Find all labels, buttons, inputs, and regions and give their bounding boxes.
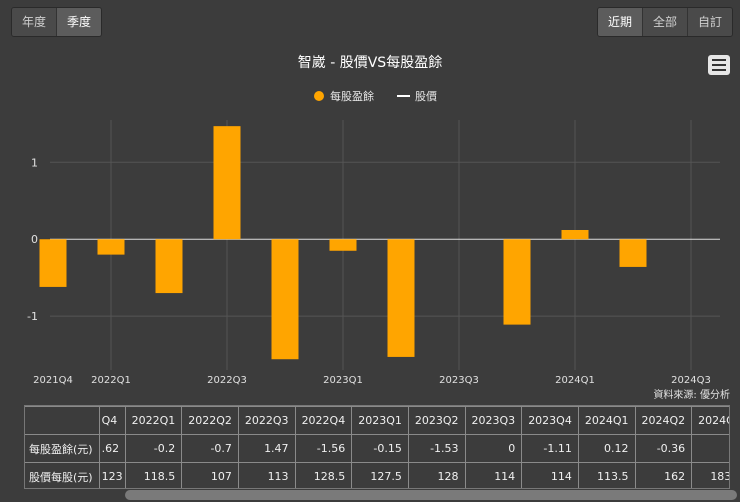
table-header-cell: 2022Q4	[294, 406, 353, 435]
x-axis: 2021Q4 2022Q1 2022Q3 2023Q1 2023Q3 2024Q1 2024…	[33, 375, 711, 386]
y-tick-label: 1	[31, 156, 38, 169]
table-header-cell: 2023Q3	[464, 406, 523, 435]
table-cell: 113	[237, 462, 296, 488]
x-tick-label: 2021Q4	[33, 375, 73, 386]
table-cell: 183.5	[691, 462, 729, 488]
table-row: 股價每股(元) 123 118.5 107 113 128.5 127.5 128 114 114…	[25, 462, 729, 488]
table-horizontal-scrollbar[interactable]	[125, 490, 737, 500]
data-source-label: 資料來源: 優分析	[653, 390, 730, 401]
eps-bar-2022Q4[interactable]	[271, 239, 299, 360]
legend-eps-marker	[314, 91, 324, 101]
range-all-button[interactable]: 全部	[642, 8, 688, 36]
grid	[50, 120, 720, 370]
eps-bar-2023Q4[interactable]	[503, 239, 531, 325]
x-tick-label: 2022Q3	[207, 375, 247, 386]
table-cell: 114	[464, 462, 523, 488]
data-table-container: Q4 2022Q1 2022Q2 2022Q3 2022Q4 2023Q1 2023Q2 20…	[24, 405, 730, 489]
table-cell: 128.5	[294, 462, 353, 488]
table-header-cell: Q4	[98, 406, 126, 435]
table-cell: -1.53	[407, 434, 466, 463]
x-tick-label: 2024Q1	[555, 375, 595, 386]
bars	[39, 126, 647, 360]
eps-bar-2023Q1[interactable]	[329, 239, 357, 251]
chart-title: 智崴 - 股價VS每股盈餘	[298, 54, 442, 71]
table-cell: 128	[407, 462, 466, 488]
table-header-cell: 2022Q1	[124, 406, 183, 435]
table-row: 每股盈餘(元) .62 -0.2 -0.7 1.47 -1.56 -0.15 -1.53 0 -1…	[25, 434, 729, 463]
eps-price-chart: 智崴 - 股價VS每股盈餘 每股盈餘 股價 10-1 2021Q4 2022Q1 2…	[27, 54, 720, 386]
table-header-cell: 2024Q1	[577, 406, 636, 435]
y-axis: 1 0 -1	[27, 156, 38, 323]
x-tick-label: 2024Q3	[671, 375, 711, 386]
x-tick-label: 2023Q1	[323, 375, 363, 386]
table-header-cell: 2024Q2	[634, 406, 693, 435]
menu-line	[712, 64, 726, 66]
legend: 每股盈餘 股價	[314, 89, 437, 103]
x-tick-label: 2022Q1	[91, 375, 131, 386]
range-toggle: 近期 全部 自訂	[596, 7, 733, 37]
table-corner-cell	[25, 406, 100, 435]
eps-bar-2024Q2[interactable]	[619, 239, 647, 267]
table-header-cell: 2023Q2	[407, 406, 466, 435]
table-cell: -0.7	[181, 434, 239, 463]
table-cell: .62	[98, 434, 126, 463]
table-cell: 107	[181, 462, 239, 488]
table-header-cell: 2024Q3	[691, 406, 729, 435]
table-row-header: 每股盈餘(元)	[25, 434, 100, 463]
table-header-cell: 2022Q3	[237, 406, 296, 435]
period-toggle: 年度 季度	[11, 7, 103, 37]
table-header-cell: 2023Q1	[351, 406, 409, 435]
eps-bar-2022Q1[interactable]	[97, 239, 125, 255]
range-recent-button[interactable]: 近期	[597, 8, 643, 36]
eps-bar-2023Q2[interactable]	[387, 239, 415, 357]
hamburger-menu-icon[interactable]	[708, 55, 730, 75]
table-cell: -1.11	[521, 434, 579, 463]
range-custom-button[interactable]: 自訂	[687, 8, 732, 36]
table-cell: 118.5	[124, 462, 183, 488]
eps-bar-2022Q3[interactable]	[213, 126, 241, 240]
eps-bar-2024Q1[interactable]	[561, 230, 589, 240]
table-cell: -1.56	[294, 434, 353, 463]
y-tick-label: 0	[31, 233, 38, 246]
eps-bar-2022Q2[interactable]	[155, 239, 183, 294]
period-quarterly-button[interactable]: 季度	[57, 8, 102, 36]
table-cell: 127.5	[351, 462, 409, 488]
table-header-row: Q4 2022Q1 2022Q2 2022Q3 2022Q4 2023Q1 2023Q2 20…	[25, 406, 729, 435]
table-cell: -0.15	[351, 434, 409, 463]
y-tick-label: -1	[27, 310, 38, 323]
legend-eps-label[interactable]: 每股盈餘	[330, 89, 374, 103]
menu-line	[712, 69, 726, 71]
legend-price-label[interactable]: 股價	[415, 89, 437, 103]
data-table: Q4 2022Q1 2022Q2 2022Q3 2022Q4 2023Q1 2023Q2 20…	[25, 406, 729, 488]
table-header-cell: 2022Q2	[181, 406, 239, 435]
table-cell: 162	[634, 462, 693, 488]
table-cell: 0.12	[577, 434, 636, 463]
table-header-cell: 2023Q4	[521, 406, 579, 435]
eps-bar-2021Q4[interactable]	[39, 239, 67, 287]
x-tick-label: 2023Q3	[439, 375, 479, 386]
table-cell: 114	[521, 462, 579, 488]
table-cell: 113.5	[577, 462, 636, 488]
table-cell: 123	[98, 462, 126, 488]
period-annual-button[interactable]: 年度	[12, 8, 58, 36]
table-cell: -0.36	[634, 434, 693, 463]
table-cell: 1.47	[237, 434, 296, 463]
table-row-header: 股價每股(元)	[25, 462, 100, 488]
table-cell: -0.2	[124, 434, 183, 463]
menu-line	[712, 59, 726, 61]
table-cell	[691, 434, 729, 463]
table-body: 每股盈餘(元) .62 -0.2 -0.7 1.47 -1.56 -0.15 -1.53 0 -1…	[25, 434, 729, 488]
table-cell: 0	[464, 434, 523, 463]
